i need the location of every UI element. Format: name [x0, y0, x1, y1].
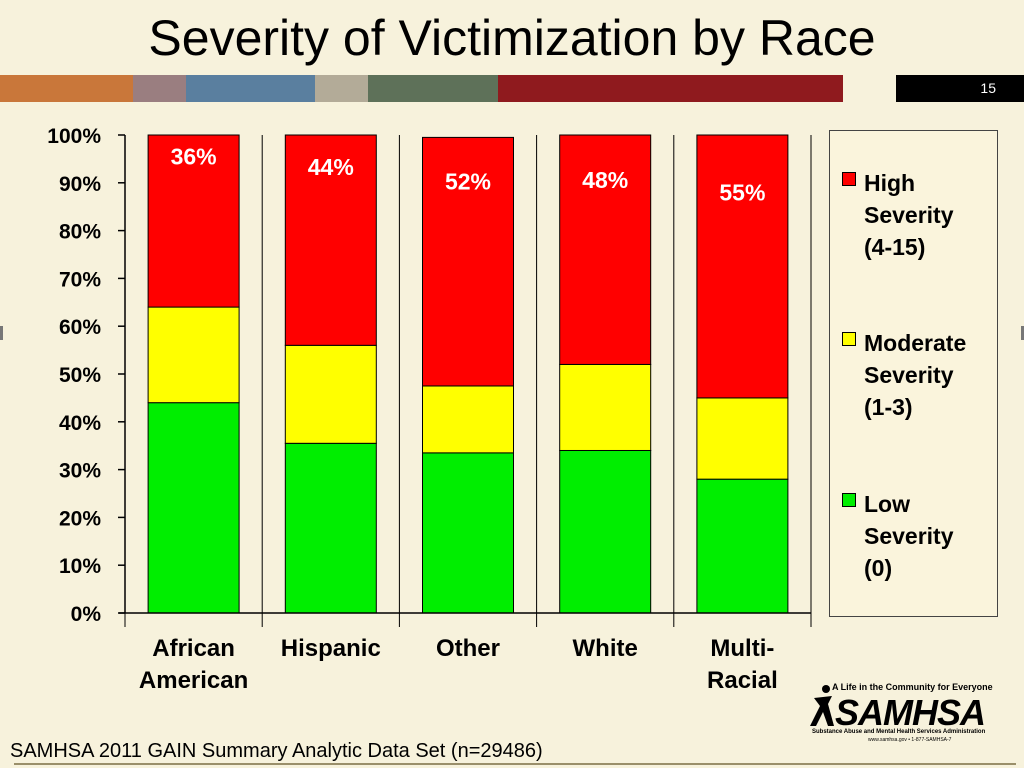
samhsa-tagline: A Life in the Community for Everyone [832, 682, 993, 692]
y-tick-label: 0% [71, 603, 102, 626]
stripe-segment [0, 75, 133, 102]
samhsa-wordmark: SAMHSA [835, 692, 986, 733]
data-labels: 36% 44% 52% 48% 55% [171, 143, 766, 205]
y-tick-label: 10% [59, 555, 101, 578]
bar-segment [696, 478, 789, 614]
bar-segment [284, 134, 377, 346]
data-label: 48% [582, 167, 628, 193]
bar-segment [559, 363, 652, 451]
x-category-label: White [573, 635, 638, 662]
y-tick-label: 90% [59, 173, 101, 196]
stripe-segment [498, 75, 843, 102]
bar-segment [284, 442, 377, 614]
bar-segment [422, 136, 514, 387]
axes: 0% 10% 20% 30% 40% 50% 60% 70% 80% 90% 100% African… [47, 125, 811, 694]
legend-swatch [842, 493, 856, 507]
slide-edge-marker-right [1021, 326, 1024, 340]
legend-label: Low Severity (0) [864, 491, 954, 581]
bar-segment [147, 402, 240, 614]
slide-edge-marker-left [0, 326, 3, 340]
legend-label: Moderate Severity (1-3) [864, 330, 967, 420]
bar-segment [422, 452, 514, 614]
x-category-label: African [152, 635, 235, 662]
bar-segment [559, 134, 652, 365]
stripe-segment [186, 75, 315, 102]
bar-segment [284, 344, 377, 444]
samhsa-figure-icon [810, 685, 834, 726]
source-note: SAMHSA 2011 GAIN Summary Analytic Data S… [10, 740, 543, 762]
stripe-segment [315, 75, 368, 102]
y-tick-label: 80% [59, 221, 101, 244]
y-tick-label: 40% [59, 412, 101, 435]
slide-number: 15 [980, 80, 996, 96]
bar-segment [422, 385, 514, 454]
x-category-label: Multi- [710, 635, 774, 662]
bar-segment [147, 134, 240, 308]
samhsa-contact: www.samhsa.gov • 1-877-SAMHSA-7 [868, 737, 952, 743]
chart-legend: High Severity (4-15) Moderate Severity (1… [829, 130, 998, 617]
source-underline [14, 763, 1016, 765]
y-tick-label: 30% [59, 460, 101, 483]
bar-segment [696, 134, 789, 399]
data-label: 44% [308, 154, 354, 180]
stripe-segment [368, 75, 498, 102]
slide-title: Severity of Victimization by Race [148, 10, 876, 66]
legend-swatch [842, 172, 856, 186]
x-category-label: Other [436, 635, 500, 662]
stripe-segment [133, 75, 186, 102]
legend-swatch [842, 332, 856, 346]
decorative-color-stripe: 15 [0, 75, 1024, 102]
legend-label: High Severity (4-15) [864, 170, 954, 260]
y-tick-label: 60% [59, 316, 101, 339]
y-tick-label: 20% [59, 507, 101, 530]
bar-group [147, 134, 789, 614]
y-tick-label: 50% [59, 364, 101, 387]
bar-segment [559, 449, 652, 614]
x-category-label: American [139, 667, 248, 694]
data-label: 52% [445, 169, 491, 195]
y-tick-label: 100% [47, 125, 101, 148]
x-category-label: Hispanic [281, 635, 381, 662]
data-label: 55% [719, 180, 765, 206]
bar-segment [147, 306, 240, 404]
stripe-segment [843, 75, 896, 102]
y-tick-label: 70% [59, 268, 101, 291]
stripe-segment [896, 75, 1024, 102]
bar-segment [696, 397, 789, 480]
x-category-label: Racial [707, 667, 778, 694]
samhsa-subtitle: Substance Abuse and Mental Health Servic… [812, 729, 986, 735]
data-label: 36% [171, 143, 217, 169]
